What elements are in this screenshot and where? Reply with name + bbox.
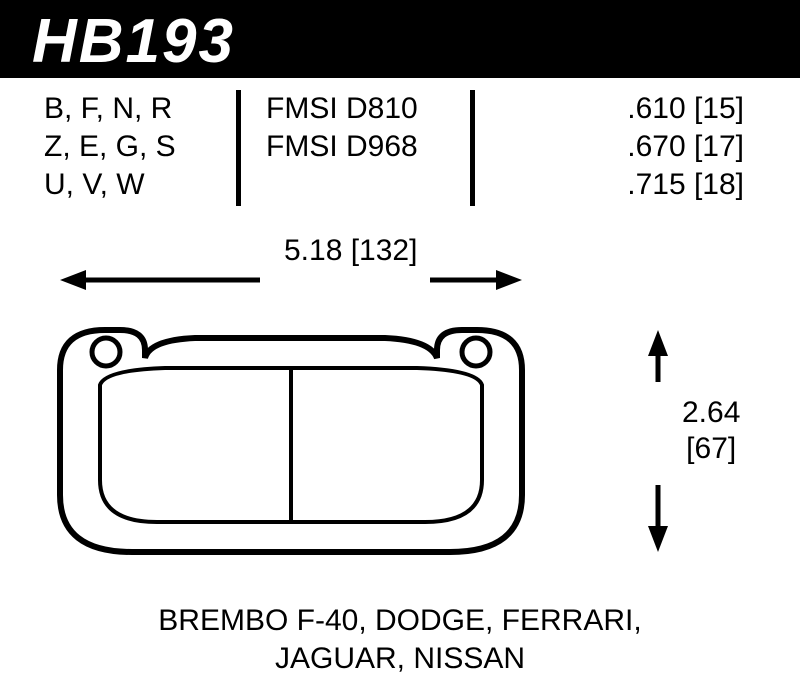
divider [236,90,241,206]
thickness-line: .610 [15] [627,90,744,128]
height-mm: [67] [682,431,740,467]
compounds-line: Z, E, G, S [44,128,176,166]
compounds-line: U, V, W [44,166,176,204]
height-inches: 2.64 [682,395,740,431]
fmsi-column: FMSI D810 FMSI D968 [266,90,418,166]
brake-pad-drawing [30,230,770,590]
diagram-container: HB193 B, F, N, R Z, E, G, S U, V, W FMSI… [0,0,800,691]
fmsi-line: FMSI D810 [266,90,418,128]
applications-line: BREMBO F-40, DODGE, FERRARI, [0,602,800,640]
divider [470,90,475,206]
height-arrow [648,330,668,552]
height-dimension-label: 2.64 [67] [682,395,740,467]
applications-line: JAGUAR, NISSAN [0,640,800,678]
part-number: HB193 [32,6,235,77]
applications-text: BREMBO F-40, DODGE, FERRARI, JAGUAR, NIS… [0,602,800,678]
thickness-line: .715 [18] [627,166,744,204]
compounds-line: B, F, N, R [44,90,176,128]
compounds-column: B, F, N, R Z, E, G, S U, V, W [44,90,176,204]
fmsi-line: FMSI D968 [266,128,418,166]
thickness-column: .610 [15] .670 [17] .715 [18] [627,90,744,204]
width-arrow [60,270,522,290]
thickness-line: .670 [17] [627,128,744,166]
brake-pad-outline [60,330,522,552]
specs-row: B, F, N, R Z, E, G, S U, V, W FMSI D810 … [0,90,800,210]
